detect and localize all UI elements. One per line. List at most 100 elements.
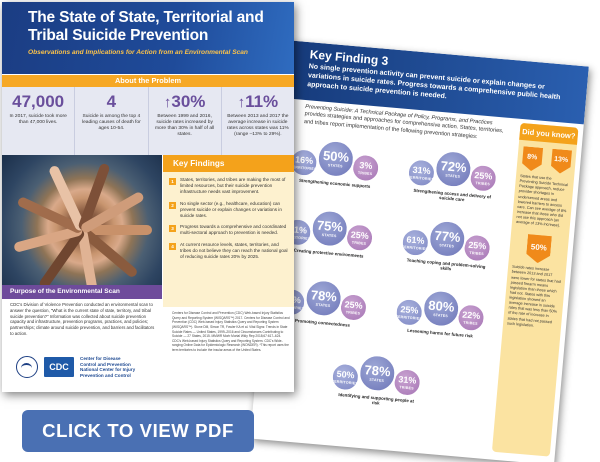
tribes-bubble: 25% TRIBES [338,292,369,323]
cdc-logo-row: CDC Center for Disease Control and Preve… [16,352,166,382]
key-finding-text: States, territories, and tribes are maki… [180,177,286,195]
key-finding-number: 3 [169,225,176,233]
document-title: The State of State, Territorial and Trib… [28,9,284,45]
key-finding-item: 2 No single sector (e.g., healthcare, ed… [169,201,288,220]
bubble-percent: 61% [406,233,425,246]
about-the-problem-heading: About the Problem [2,75,294,87]
strategy-stat: 31% TERRITORIES 72% STATES 25% TRIBES Strength… [398,146,514,225]
strategy-stat: 25% TERRITORIES 80% STATES 22% TRIBES Lessenin… [386,285,502,364]
bubble-percent: 80% [427,297,456,315]
key-finding-text: No single sector (e.g., healthcare, educ… [180,200,282,218]
problem-stat-text: Between 1999 and 2016, suicide rates inc… [154,114,215,138]
key-finding-text: Progress towards a comprehensive and coo… [180,224,287,236]
cdc-text-line: Prevention and Control [80,372,131,378]
bubble-label: TRIBES [345,309,361,316]
did-you-know-text-2: Suicide rates increase between 2013 and … [507,264,561,328]
bubble-percent: 3% [358,159,373,171]
bubble-label: TRIBES [469,250,484,256]
did-you-know-text-1: States that use the Preventing Suicide T… [515,174,569,228]
bubble-label: STATES [327,163,343,169]
bubble-label: TRIBES [399,384,415,391]
document-subtitle: Observations and Implications for Action… [28,48,248,56]
bubble-percent: 78% [310,287,338,305]
states-bubble: 50% STATES [315,138,357,180]
title-line-1: The State of State, Territorial and [28,9,264,26]
shield-badge-50-percent: 50% [526,234,552,264]
bubble-label: TERRITORIES [331,378,359,386]
cdc-text-line: Center for Disease [80,356,121,361]
shield-badge-8-percent: 8% [521,146,543,172]
tribes-bubble: 3% TRIBES [351,153,381,183]
key-finding-item: 1 States, territories, and tribes are ma… [169,177,288,196]
bubble-percent: 16% [294,153,314,166]
bubble-label: TERRITORIES [395,314,423,321]
bubble-percent: 78% [363,362,392,380]
bubble-label: TERRITORIES [407,174,435,182]
bubble-percent: 50% [336,368,356,380]
problem-stats-row: 47,000 In 2017, suicide took more than 4… [2,87,294,155]
key-finding-number: 4 [169,242,176,250]
territories-bubble: 31%TERRITORIES [406,158,437,188]
bubble-percent: 22% [461,309,481,321]
up-arrow-icon: ↑ [237,94,246,111]
bubble-percent: 31% [412,164,432,176]
tribes-bubble: 22% TRIBES [456,303,486,333]
bubble-label: STATES [369,377,385,383]
front-page: The State of State, Territorial and Trib… [2,2,294,392]
front-header: The State of State, Territorial and Trib… [2,2,294,74]
problem-stat-number: 30% [171,92,206,111]
back-page: Key Finding 3 No single prevention activ… [250,40,589,462]
bubble-percent: 25% [474,169,493,182]
key-finding-text: At current resource levels, states, terr… [180,241,288,259]
bubble-label: STATES [445,173,461,179]
title-line-2: Tribal Suicide Prevention [28,26,209,44]
hands-together-photo [2,155,162,285]
states-bubble: 72% STATES [432,148,474,190]
bubble-percent: 31% [397,373,417,386]
strategy-stat: 61% TERRITORIES 77% STATES 25% TRIBES Teaching… [392,216,508,295]
did-you-know-heading: Did you know? [519,122,579,145]
key-finding-item: 4 At current resource levels, states, te… [169,242,288,261]
bubble-label: TRIBES [351,240,367,246]
problem-stat-leading-cause: 4 Suicide is among the top 4 leading cau… [75,87,149,155]
tribes-bubble: 31% TRIBES [392,367,422,398]
problem-stat-text: Between 2013 and 2017 the average increa… [226,114,289,138]
shield-badge-13-percent: 13% [550,149,572,175]
bubble-percent: 25% [467,239,487,251]
bubble-percent: 25% [350,228,370,241]
territories-bubble: 61% TERRITORIES [400,228,430,258]
references: Centers for Disease Control and Preventi… [172,311,290,353]
bubble-label: STATES [315,302,331,308]
bubble-label: STATES [439,243,455,249]
key-finding-number: 2 [169,201,176,209]
problem-stat-text: In 2017, suicide took more than 47,000 l… [9,114,67,126]
problem-stat-increase-11: ↑11% Between 2013 and 2017 the average i… [222,87,294,155]
tribes-bubble: 25% TRIBES [462,233,492,263]
strategy-stat: 16% TERRITORIES 50% STATES 3% TRIBES Strengthe… [281,136,397,215]
hand-shape [82,225,152,235]
hhs-eagle-logo-icon [16,356,38,378]
problem-stat-value: ↑11% [225,93,291,110]
territories-bubble: 50% TERRITORIES [330,362,360,392]
problem-stat-value: 47,000 [12,92,65,111]
key-finding-number: 1 [169,178,176,185]
strategy-stat: 50% TERRITORIES 78% STATES 31% TRIBES Identify… [322,350,438,429]
bubble-label: TRIBES [463,320,478,326]
bubble-percent: 25% [344,298,364,311]
states-bubble: 80% STATES [420,288,462,330]
bubble-percent: 25% [400,303,419,316]
cdc-center-name: Center for Disease Control and Preventio… [80,356,135,378]
bubble-percent: 50% [322,147,350,165]
problem-stat-deaths: 47,000 In 2017, suicide took more than 4… [2,87,76,155]
states-bubble: 78% STATES [356,352,398,394]
bubble-label: STATES [321,232,337,239]
bubble-percent: 72% [439,158,468,176]
key-finding-item: 3 Progress towards a comprehensive and c… [169,224,288,236]
cdc-text-line: Control and Prevention [80,361,131,367]
states-bubble: 75% STATES [309,208,351,250]
key-findings-heading: Key Findings [163,155,294,172]
key-findings-panel: Key Findings 1 States, territories, and … [163,155,294,307]
bubble-percent: 75% [316,217,344,235]
states-bubble: 77% STATES [426,218,468,260]
view-pdf-button[interactable]: CLICK TO VIEW PDF [22,410,254,452]
